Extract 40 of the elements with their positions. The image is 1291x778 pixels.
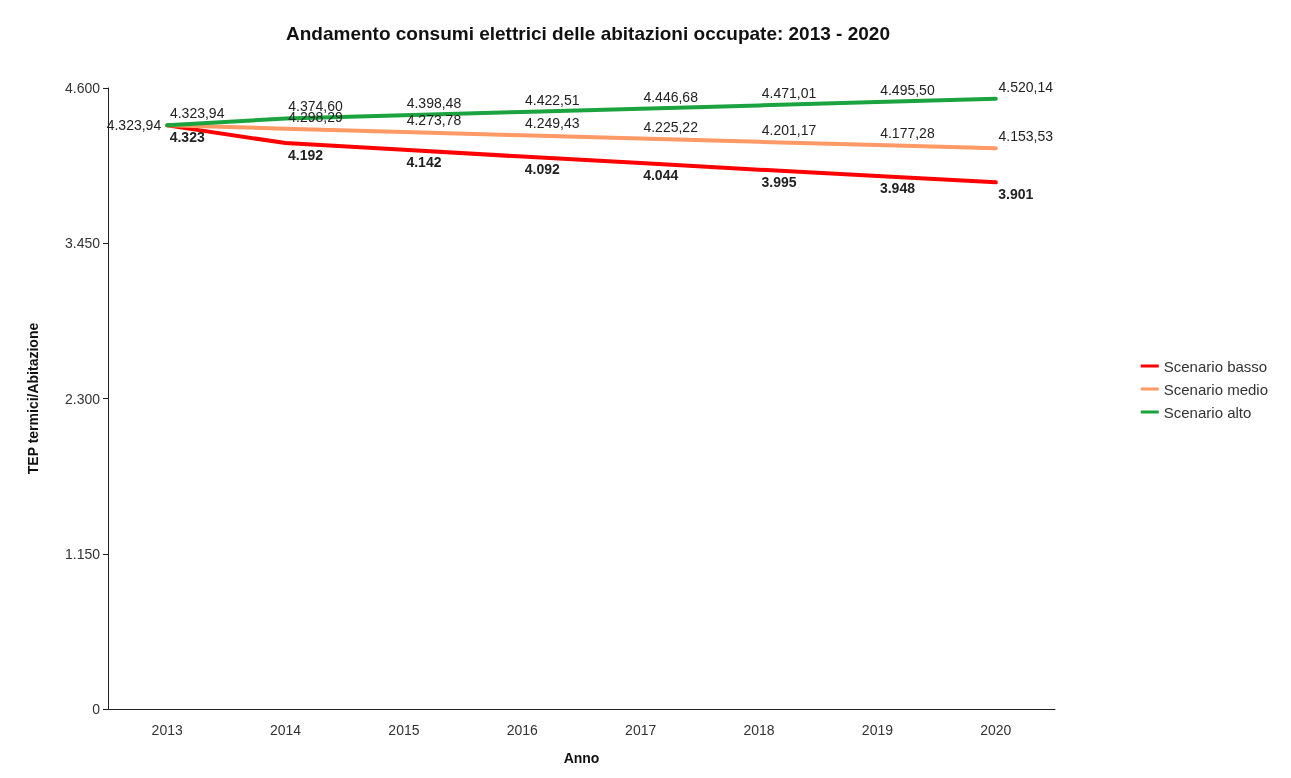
x-tick-label: 2015 bbox=[388, 722, 420, 738]
legend-label: Scenario medio bbox=[1163, 380, 1269, 398]
data-label: 4.323,94 bbox=[169, 105, 225, 122]
x-tick-label: 2016 bbox=[506, 722, 539, 738]
data-label: 3.948 bbox=[879, 180, 916, 197]
data-label: 4.323 bbox=[169, 129, 205, 146]
x-tick-label: 2017 bbox=[625, 722, 657, 738]
y-axis-title: TEP termici/Abitazione bbox=[25, 322, 41, 475]
data-label: 4.142 bbox=[406, 153, 442, 170]
data-label: 4.192 bbox=[288, 147, 324, 164]
x-tick-label: 2018 bbox=[743, 722, 775, 738]
y-tick-label: 3.450 bbox=[64, 235, 101, 252]
data-label: 4.422,51 bbox=[525, 91, 580, 108]
data-label: 3.995 bbox=[761, 173, 797, 190]
data-label: 4.446,68 bbox=[643, 88, 699, 105]
y-tick-label: 2.300 bbox=[64, 390, 101, 407]
data-label: 4.044 bbox=[643, 167, 679, 184]
x-axis-title: Anno bbox=[563, 750, 600, 766]
y-tick-label: 0 bbox=[92, 701, 101, 717]
data-label: 4.153,53 bbox=[998, 128, 1054, 145]
chart-title: Andamento consumi elettrici delle abitazioni occupate: 2013 - 2020 bbox=[286, 22, 890, 44]
data-label: 4.471,01 bbox=[761, 85, 817, 102]
data-label: 4.520,14 bbox=[998, 78, 1054, 95]
data-label: 4.249,43 bbox=[525, 115, 580, 132]
x-tick-label: 2013 bbox=[151, 722, 183, 738]
legend-label: Scenario alto bbox=[1163, 403, 1252, 421]
x-tick-label: 2020 bbox=[980, 722, 1012, 738]
x-tick-label: 2019 bbox=[861, 722, 894, 738]
y-tick-label: 4.600 bbox=[64, 80, 101, 96]
y-tick-label: 1.150 bbox=[64, 545, 101, 562]
data-label: 4.177,28 bbox=[880, 125, 935, 142]
data-label: 4.225,22 bbox=[643, 118, 699, 135]
data-label: 4.273,78 bbox=[406, 112, 462, 129]
legend-label: Scenario basso bbox=[1163, 357, 1268, 375]
data-label: 4.495,50 bbox=[880, 82, 935, 99]
data-label: 4.092 bbox=[524, 160, 561, 177]
data-label: 4.398,48 bbox=[406, 95, 462, 112]
data-label: 3.901 bbox=[998, 186, 1034, 203]
data-label: 4.201,17 bbox=[761, 121, 817, 138]
x-tick-label: 2014 bbox=[269, 722, 302, 738]
